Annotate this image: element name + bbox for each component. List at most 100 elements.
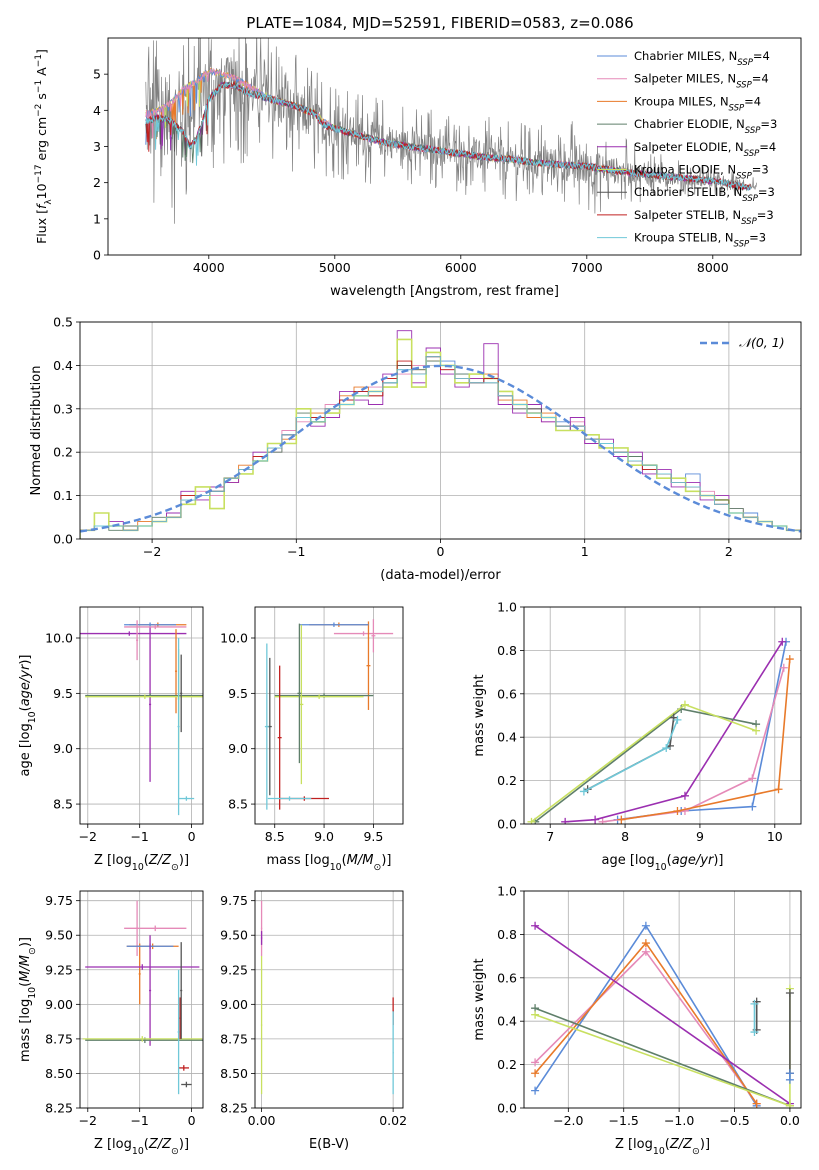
residual-distribution-chart: −2 −1 0 1 2 0.0 0.1 0.2 0.3 0.4 0.5 𝒩(0, 1) (data-mo… [29, 315, 802, 583]
legend: 𝒩(0, 1) [700, 335, 785, 350]
y-axis-label: Normed distribution [29, 366, 44, 496]
error-bar-point [366, 621, 371, 710]
y-tick-label: 8.75 [220, 1031, 248, 1046]
error-bar-point [267, 796, 312, 801]
data-point-marker [779, 663, 788, 672]
y-tick-label: 9.00 [45, 997, 73, 1012]
x-axis-label: (data-model)/error [380, 568, 501, 583]
x-tick-label: 0.02 [379, 1113, 407, 1128]
error-bar-point [138, 943, 141, 1005]
y-tick-label: 1.0 [497, 600, 517, 615]
y-tick-label: 0.2 [497, 773, 517, 788]
mass-vs-metallicity-chart: −2 −1 0 8.25 8.50 8.75 9.00 9.25 9.50 9.75 Z [log1… [18, 890, 204, 1157]
error-bar-point [177, 638, 180, 816]
x-axis-label: mass [log10(M/M⊙)] [267, 853, 392, 873]
x-axis-label: Z [log10(Z/Z⊙)] [94, 1137, 189, 1157]
ticks: −2 −1 0 8.25 8.50 8.75 9.00 9.25 9.50 9.75 [45, 893, 195, 1128]
age-vs-metallicity-chart: −2 −1 0 8.5 9.0 9.5 10.0 Z [log10(Z/Z⊙)] age [lo… [18, 606, 204, 873]
data-point-marker [641, 947, 650, 956]
legend-label: 𝒩(0, 1) [739, 335, 785, 350]
legend-label: Salpeter MILES, NSSP=4 [634, 72, 769, 91]
ticks: 0.00 0.02 8.25 8.50 8.75 9.00 9.25 9.50 9.75 [220, 893, 407, 1128]
legend-label: Salpeter ELODIE, NSSP=4 [634, 140, 776, 159]
plot-area [82, 900, 203, 1095]
error-bar-point [124, 622, 177, 627]
error-bar-point [277, 665, 282, 810]
data-point-marker [748, 802, 757, 811]
ticks: −2.0 −1.5 −1.0 −0.5 0.0 0.0 0.2 0.4 0.6 0.8 1.0 [497, 884, 800, 1129]
y-axis-label: mass weight [472, 674, 487, 756]
series-line [621, 659, 791, 821]
axes-frame [107, 37, 802, 256]
y-tick-label: 9.25 [220, 962, 248, 977]
y-tick-label: 8.5 [228, 797, 248, 812]
error-bar-point [299, 622, 369, 627]
plot-area [264, 619, 394, 810]
x-axis-label: Z [log10(Z/Z⊙)] [94, 853, 189, 873]
x-axis-label: Z [log10(Z/Z⊙)] [615, 1137, 710, 1157]
x-tick-label: −2 [79, 1113, 97, 1128]
y-tick-label: 0.6 [497, 686, 517, 701]
y-tick-label: 9.50 [220, 928, 248, 943]
x-tick-label: −0.5 [719, 1113, 749, 1128]
grid [80, 607, 203, 824]
series-chabrier_miles [785, 1069, 794, 1084]
x-tick-label: 0.00 [248, 1113, 276, 1128]
x-tick-label: 0.0 [780, 1113, 800, 1128]
plot-area [531, 921, 794, 1108]
series-line [602, 667, 785, 823]
error-bar-point [124, 624, 187, 630]
x-axis-label: wavelength [Angstrom, rest frame] [330, 284, 559, 299]
series-line [534, 708, 757, 823]
x-tick-label: 7000 [571, 260, 603, 275]
legend-label: Kroupa STELIB, NSSP=3 [634, 231, 766, 250]
histogram-kroupa_stelib [80, 356, 801, 539]
x-tick-label: −1 [130, 1113, 148, 1128]
y-tick-label: 0.4 [497, 1014, 517, 1029]
error-bar-point [136, 620, 139, 661]
y-tick-label: 8.25 [45, 1101, 73, 1116]
data-point-marker [785, 655, 794, 664]
error-bar-point [80, 631, 187, 636]
data-point-marker [785, 1101, 794, 1108]
legend: Chabrier MILES, NSSP=4 Salpeter MILES, NS… [597, 49, 777, 250]
y-tick-label: 10.0 [220, 631, 248, 646]
y-tick-label: 0.3 [53, 401, 73, 416]
legend-label: Chabrier STELIB, NSSP=3 [634, 185, 775, 204]
plot-area [145, 38, 757, 224]
error-bar-point [260, 955, 263, 1095]
data-point-marker [531, 1010, 540, 1019]
x-tick-label: 9.5 [363, 829, 383, 844]
y-tick-label: 9.0 [53, 741, 73, 756]
grid [524, 606, 801, 825]
x-tick-label: 7 [546, 829, 554, 844]
y-tick-label: 0.4 [53, 358, 73, 373]
plot-area [80, 330, 801, 539]
x-axis-label: E(B-V) [309, 1137, 349, 1152]
error-bar-point [392, 1011, 394, 1095]
y-tick-label: 10.0 [45, 631, 73, 646]
y-tick-label: 9.75 [45, 893, 73, 908]
y-tick-label: 3 [93, 139, 101, 154]
x-tick-label: 0 [437, 544, 445, 559]
error-bar-point [297, 623, 302, 764]
error-bar-point [299, 624, 304, 785]
x-tick-label: 1 [581, 544, 589, 559]
error-bar-point [180, 942, 183, 1039]
error-bar-point [149, 935, 152, 1046]
data-point-marker [680, 700, 689, 709]
series-kroupa_stelib [750, 999, 759, 1037]
series-chabrier_miles [613, 637, 791, 824]
error-bar-point [124, 925, 187, 932]
spectrum-chart: 4000 5000 6000 7000 8000 0 1 2 3 4 5 wavelength [An… [34, 37, 802, 299]
y-tick-label: 0.2 [497, 1057, 517, 1072]
data-point-marker [680, 806, 689, 815]
age-vs-mass-chart: 8.5 9.0 9.5 8.5 9.0 9.5 10.0 mass [log10(M/M⊙)] [220, 606, 404, 873]
error-bar-point [371, 619, 376, 653]
x-tick-label: 10 [767, 829, 783, 844]
plot-area [260, 900, 394, 1095]
x-tick-label: 8000 [697, 260, 729, 275]
data-point-marker [531, 921, 540, 930]
x-tick-label: 4000 [193, 260, 225, 275]
